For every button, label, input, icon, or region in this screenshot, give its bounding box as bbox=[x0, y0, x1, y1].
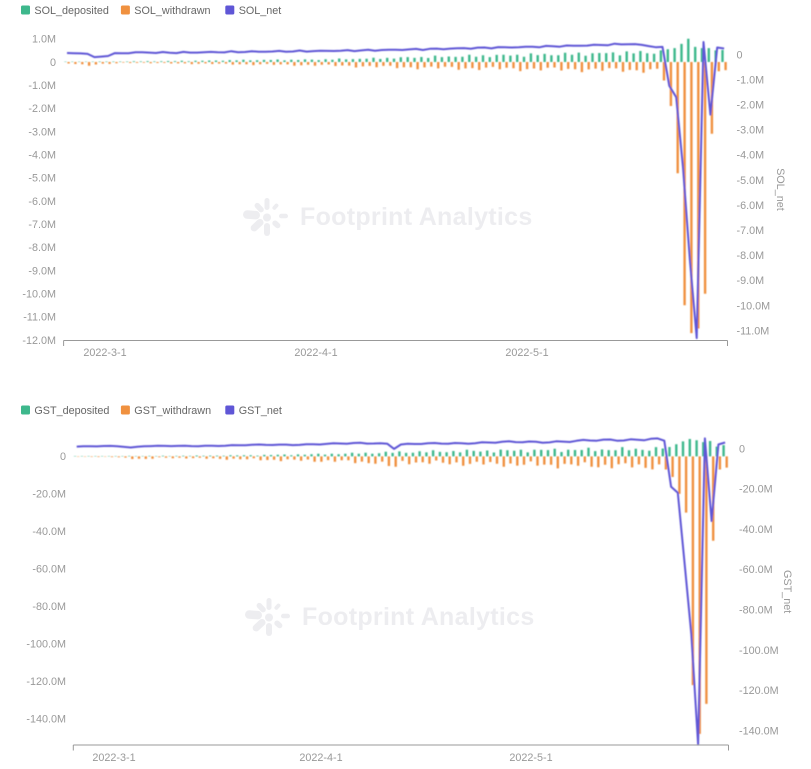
svg-text:2022-5-1: 2022-5-1 bbox=[509, 752, 552, 764]
svg-text:-5.0M: -5.0M bbox=[737, 175, 765, 187]
svg-text:GST_deposited: GST_deposited bbox=[34, 405, 109, 417]
svg-text:-6.0M: -6.0M bbox=[28, 196, 56, 208]
svg-text:-20.0M: -20.0M bbox=[739, 484, 773, 496]
svg-text:SOL_net: SOL_net bbox=[774, 168, 786, 211]
svg-text:GST_withdrawn: GST_withdrawn bbox=[134, 405, 211, 417]
svg-text:-7.0M: -7.0M bbox=[28, 219, 56, 231]
svg-text:-8.0M: -8.0M bbox=[28, 242, 56, 254]
svg-text:0: 0 bbox=[739, 443, 745, 455]
svg-text:-3.0M: -3.0M bbox=[28, 126, 56, 138]
svg-text:-80.0M: -80.0M bbox=[739, 605, 773, 617]
svg-text:-140.0M: -140.0M bbox=[739, 725, 779, 737]
svg-text:-120.0M: -120.0M bbox=[26, 676, 66, 688]
svg-text:-7.0M: -7.0M bbox=[737, 225, 765, 237]
svg-text:-1.0M: -1.0M bbox=[737, 74, 765, 86]
svg-text:-1.0M: -1.0M bbox=[28, 80, 56, 92]
svg-text:2022-4-1: 2022-4-1 bbox=[299, 752, 342, 764]
svg-text:-100.0M: -100.0M bbox=[26, 639, 66, 651]
svg-text:GST_net: GST_net bbox=[239, 405, 282, 417]
svg-text:-2.0M: -2.0M bbox=[737, 100, 765, 112]
svg-text:Footprint Analytics: Footprint Analytics bbox=[302, 603, 535, 631]
svg-text:-100.0M: -100.0M bbox=[739, 645, 779, 657]
svg-text:-9.0M: -9.0M bbox=[28, 265, 56, 277]
svg-text:-6.0M: -6.0M bbox=[737, 200, 765, 212]
svg-text:-20.0M: -20.0M bbox=[32, 489, 66, 501]
svg-text:-60.0M: -60.0M bbox=[32, 564, 66, 576]
svg-text:-3.0M: -3.0M bbox=[737, 125, 765, 137]
svg-text:2022-3-1: 2022-3-1 bbox=[83, 347, 126, 359]
svg-text:SOL_net: SOL_net bbox=[239, 5, 282, 17]
svg-text:-9.0M: -9.0M bbox=[737, 275, 765, 287]
svg-text:SOL_deposited: SOL_deposited bbox=[34, 5, 108, 17]
svg-text:-120.0M: -120.0M bbox=[739, 685, 779, 697]
svg-text:-10.0M: -10.0M bbox=[22, 289, 56, 301]
svg-text:-80.0M: -80.0M bbox=[32, 601, 66, 613]
svg-text:0: 0 bbox=[60, 451, 66, 463]
svg-text:-8.0M: -8.0M bbox=[737, 250, 765, 262]
svg-text:-140.0M: -140.0M bbox=[26, 714, 66, 726]
svg-text:0: 0 bbox=[737, 49, 743, 61]
svg-text:-4.0M: -4.0M bbox=[737, 150, 765, 162]
svg-text:1.0M: 1.0M bbox=[32, 34, 56, 46]
svg-text:2022-4-1: 2022-4-1 bbox=[294, 347, 337, 359]
svg-text:-10.0M: -10.0M bbox=[737, 300, 771, 312]
svg-text:2022-3-1: 2022-3-1 bbox=[92, 752, 135, 764]
svg-text:-12.0M: -12.0M bbox=[22, 335, 56, 347]
svg-text:-11.0M: -11.0M bbox=[23, 312, 56, 324]
svg-text:Footprint Analytics: Footprint Analytics bbox=[300, 203, 533, 231]
svg-text:-11.0M: -11.0M bbox=[737, 325, 770, 337]
svg-text:0: 0 bbox=[50, 57, 56, 69]
svg-text:2022-5-1: 2022-5-1 bbox=[505, 347, 548, 359]
svg-text:-2.0M: -2.0M bbox=[28, 103, 56, 115]
svg-text:SOL_withdrawn: SOL_withdrawn bbox=[134, 5, 210, 17]
svg-text:-60.0M: -60.0M bbox=[739, 564, 773, 576]
svg-text:-4.0M: -4.0M bbox=[28, 150, 56, 162]
svg-text:-40.0M: -40.0M bbox=[739, 524, 773, 536]
svg-text:-40.0M: -40.0M bbox=[32, 526, 66, 538]
svg-text:-5.0M: -5.0M bbox=[28, 173, 56, 185]
svg-text:GST_net: GST_net bbox=[781, 570, 793, 613]
